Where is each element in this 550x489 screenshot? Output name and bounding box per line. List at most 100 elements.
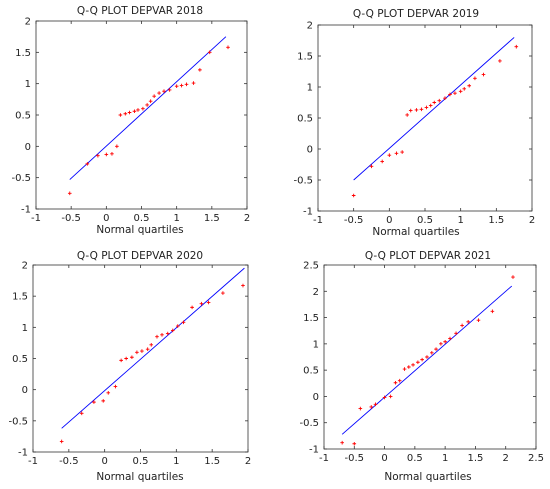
- qq-plot-2019: Q-Q PLOT DEPVAR 2019 Normal quartiles -1…: [293, 8, 535, 238]
- data-point: [351, 193, 356, 198]
- data-point: [448, 336, 452, 341]
- x-tick-label: 1.5: [488, 215, 504, 226]
- y-tick-label: 0: [313, 392, 319, 403]
- y-tick-label: 1.5: [15, 48, 31, 59]
- y-tick-label: 0: [22, 385, 28, 396]
- x-tick-label: -0.5: [345, 453, 365, 464]
- y-tick-label: 2: [22, 261, 28, 272]
- data-point: [473, 76, 477, 81]
- data-point: [115, 144, 119, 149]
- data-point: [397, 378, 402, 383]
- y-tick-label: 2: [313, 287, 319, 298]
- data-point: [101, 399, 106, 403]
- reference-line: [69, 36, 227, 180]
- x-axis-label: Normal quartiles: [372, 226, 459, 238]
- x-tick-label: 0.5: [134, 213, 150, 224]
- data-point: [136, 108, 140, 112]
- data-point: [152, 94, 156, 98]
- x-tick-label: 0.5: [417, 215, 433, 226]
- data-point: [140, 349, 144, 353]
- x-tick-label: 1.5: [204, 456, 220, 467]
- data-point: [419, 107, 424, 112]
- data-point: [405, 113, 409, 117]
- data-point: [155, 334, 159, 339]
- data-point: [174, 84, 179, 88]
- data-point: [425, 355, 429, 359]
- data-point: [439, 342, 443, 346]
- x-tick-label: 2: [503, 453, 509, 464]
- data-point: [198, 68, 202, 72]
- data-point: [106, 390, 111, 395]
- data-point: [420, 357, 424, 362]
- data-point: [149, 342, 154, 347]
- x-tick-label: 2: [244, 213, 250, 224]
- data-point: [458, 89, 463, 94]
- x-tick-label: -1: [319, 453, 329, 464]
- y-tick-label: 0.5: [12, 354, 28, 365]
- data-point: [181, 320, 186, 325]
- data-point: [432, 100, 437, 105]
- reference-line: [61, 267, 245, 429]
- data-point: [373, 402, 378, 407]
- data-point: [411, 363, 415, 367]
- reference-line: [353, 37, 515, 181]
- data-point: [424, 105, 429, 110]
- y-tick-label: -0.5: [11, 173, 31, 184]
- data-point: [490, 309, 495, 314]
- data-point: [160, 333, 164, 337]
- x-tick-label: -0.5: [59, 456, 79, 467]
- data-point: [443, 339, 447, 344]
- data-point: [92, 400, 96, 404]
- data-point: [462, 87, 467, 91]
- x-tick-label: 0: [101, 456, 107, 467]
- data-point: [170, 328, 175, 333]
- data-point: [206, 300, 211, 305]
- data-point: [387, 153, 392, 157]
- data-point: [369, 164, 374, 169]
- data-point: [382, 395, 387, 400]
- x-tick-label: 1.5: [467, 453, 483, 464]
- data-point: [141, 106, 145, 111]
- y-tick-label: 0: [25, 142, 31, 153]
- y-tick-label: -0.5: [299, 418, 319, 429]
- data-point: [226, 45, 230, 50]
- data-point: [79, 411, 84, 416]
- data-point: [407, 365, 411, 369]
- data-point: [167, 88, 172, 92]
- data-point: [104, 152, 109, 157]
- data-point: [179, 83, 184, 88]
- x-tick-label: 1.5: [204, 213, 220, 224]
- y-tick-label: -0.5: [8, 416, 28, 427]
- y-tick-label: 1: [307, 83, 313, 94]
- x-tick-label: 2: [245, 456, 251, 467]
- data-point: [498, 59, 502, 63]
- data-point: [184, 82, 189, 87]
- plot-frame: [323, 264, 537, 450]
- data-point: [511, 275, 515, 279]
- data-point: [340, 440, 344, 445]
- plot-frame: [317, 24, 533, 212]
- y-tick-label: 2: [25, 17, 31, 28]
- x-tick-label: -0.5: [61, 213, 81, 224]
- data-point: [221, 291, 225, 295]
- data-point: [110, 152, 114, 156]
- y-tick-label: 0.5: [303, 366, 319, 377]
- data-point: [394, 151, 399, 156]
- data-point: [148, 99, 153, 104]
- data-point: [380, 159, 384, 164]
- data-point: [199, 301, 204, 306]
- data-point: [460, 323, 464, 328]
- data-point: [67, 191, 72, 196]
- data-point: [514, 44, 519, 49]
- data-point: [437, 98, 442, 103]
- data-point: [135, 350, 139, 355]
- data-point: [400, 150, 404, 154]
- data-point: [448, 92, 452, 97]
- x-axis-label: Normal quartiles: [384, 471, 471, 483]
- data-point: [476, 318, 481, 322]
- y-tick-label: 2: [307, 21, 313, 32]
- data-point: [145, 103, 149, 107]
- y-tick-label: 0: [307, 145, 313, 156]
- y-tick-label: 1.5: [297, 52, 313, 63]
